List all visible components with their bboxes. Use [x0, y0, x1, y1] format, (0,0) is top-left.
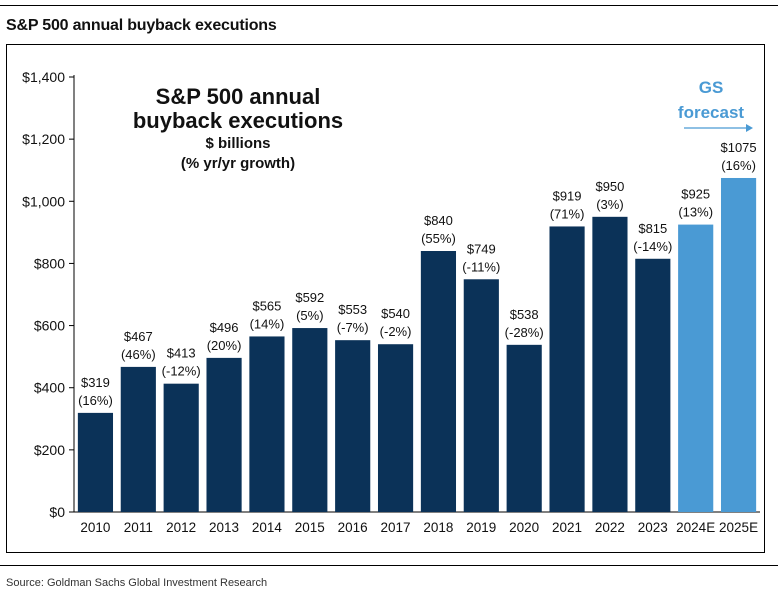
- x-tick-label: 2020: [509, 520, 539, 535]
- x-tick-label: 2017: [381, 520, 411, 535]
- bar: [377, 344, 414, 512]
- bar-growth-label: (14%): [250, 316, 285, 331]
- x-tick-label: 2014: [252, 520, 283, 535]
- bar-growth-label: (46%): [121, 347, 156, 362]
- forecast-label-line-2: forecast: [678, 103, 744, 122]
- bar: [720, 177, 757, 512]
- bar-value-label: $565: [252, 298, 281, 313]
- y-tick-label: $800: [34, 255, 65, 271]
- bar: [463, 279, 499, 512]
- y-tick-label: $1,400: [22, 69, 65, 85]
- bar-growth-label: (-11%): [462, 259, 500, 274]
- bar-growth-label: (-14%): [633, 239, 672, 254]
- bar-value-label: $319: [81, 375, 110, 390]
- x-tick-label: 2013: [209, 520, 239, 535]
- bar: [506, 344, 542, 512]
- bar: [549, 226, 585, 513]
- bottom-rule: [0, 565, 778, 566]
- x-tick-label: 2018: [423, 520, 453, 535]
- y-tick-label: $400: [34, 380, 65, 396]
- x-tick-label: 2023: [638, 520, 668, 535]
- bar-value-label: $1075: [720, 140, 756, 155]
- y-tick-label: $600: [34, 318, 65, 334]
- bar-value-label: $925: [681, 187, 710, 202]
- bar: [77, 412, 114, 512]
- bar: [335, 340, 371, 512]
- forecast-label-line-1: GS: [699, 78, 724, 97]
- bar-value-label: $538: [510, 307, 539, 322]
- x-tick-label: 2021: [552, 520, 582, 535]
- bar: [635, 258, 671, 512]
- bar: [249, 336, 285, 512]
- bar-growth-label: (-7%): [337, 320, 369, 335]
- x-tick-label: 2015: [295, 520, 325, 535]
- bar: [292, 328, 328, 512]
- chart-frame: [6, 44, 765, 553]
- bar-growth-label: (-28%): [505, 325, 544, 340]
- bar-value-label: $919: [553, 188, 582, 203]
- bar-value-label: $467: [124, 329, 153, 344]
- x-tick-label: 2022: [595, 520, 625, 535]
- bar-value-label: $749: [467, 241, 496, 256]
- x-tick-label: 2019: [466, 520, 496, 535]
- figure-heading: S&P 500 annual buyback executions: [6, 17, 277, 34]
- bar-growth-label: (16%): [78, 393, 113, 408]
- source-note: Source: Goldman Sachs Global Investment …: [6, 577, 268, 589]
- y-tick-label: $1,200: [22, 131, 65, 147]
- bar-growth-label: (-2%): [380, 324, 412, 339]
- bar-growth-label: (-12%): [162, 364, 201, 379]
- bar-value-label: $592: [295, 290, 324, 305]
- bar-growth-label: (3%): [596, 197, 623, 212]
- bar: [420, 251, 457, 512]
- chart-subtitle-line-2: (% yr/yr growth): [181, 155, 295, 172]
- bar-value-label: $840: [424, 213, 453, 228]
- bar-value-label: $413: [167, 346, 196, 361]
- y-tick-label: $0: [49, 504, 65, 520]
- x-tick-label: 2016: [338, 520, 368, 535]
- chart-container: $0 $200 $400 $600 $800 $1,000 $1,200 $1,400 2010…: [6, 44, 766, 554]
- x-tick-label: 2025E: [719, 520, 758, 535]
- bar-growth-label: (71%): [550, 206, 585, 221]
- bar: [592, 216, 628, 513]
- chart-title-line-2: buyback executions: [133, 108, 343, 133]
- bar-value-label: $553: [338, 302, 367, 317]
- bar-growth-label: (20%): [207, 338, 242, 353]
- bar-value-label: $815: [638, 221, 667, 236]
- chart-title-line-1: S&P 500 annual: [156, 84, 321, 109]
- top-rule: [0, 5, 778, 6]
- forecast-arrow-head: [746, 124, 753, 132]
- bar-growth-label: (13%): [678, 205, 713, 220]
- bar-growth-label: (16%): [721, 158, 756, 173]
- bar-growth-label: (5%): [296, 308, 323, 323]
- x-tick-label: 2024E: [676, 520, 715, 535]
- bar: [206, 357, 242, 512]
- bar: [678, 224, 714, 512]
- y-tick-label: $1,000: [22, 193, 65, 209]
- bar-value-label: $540: [381, 306, 410, 321]
- bar-value-label: $950: [595, 179, 624, 194]
- y-tick-label: $200: [34, 442, 65, 458]
- bar-value-label: $496: [210, 320, 239, 335]
- buyback-bar-chart: $0 $200 $400 $600 $800 $1,000 $1,200 $1,400 2010…: [6, 44, 765, 553]
- x-tick-label: 2010: [80, 520, 110, 535]
- chart-subtitle-line-1: $ billions: [205, 135, 270, 152]
- x-tick-label: 2011: [124, 520, 153, 535]
- bar: [120, 366, 156, 512]
- x-tick-label: 2012: [166, 520, 196, 535]
- bar: [163, 383, 199, 512]
- bar-growth-label: (55%): [421, 231, 456, 246]
